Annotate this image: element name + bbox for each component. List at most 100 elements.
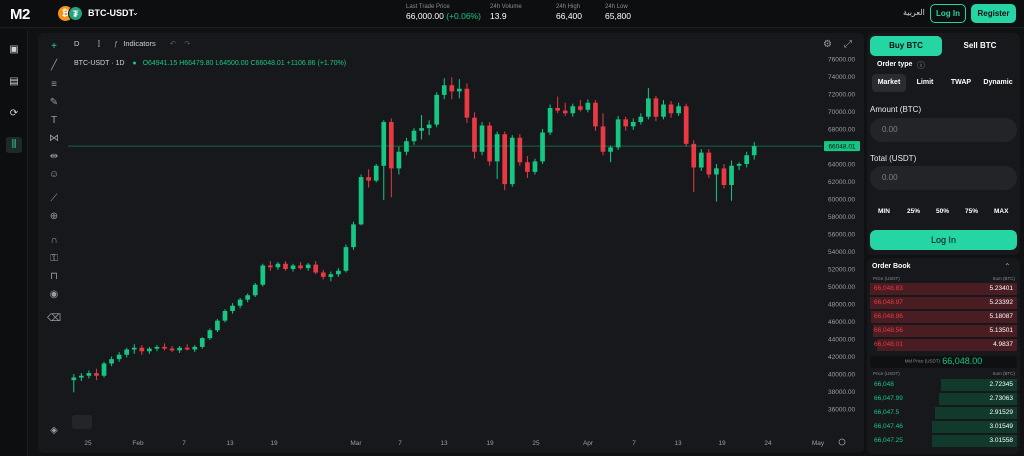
candle-body[interactable] bbox=[638, 116, 644, 122]
candle-body[interactable] bbox=[71, 377, 77, 381]
candle-body[interactable] bbox=[388, 122, 394, 169]
bid-row[interactable]: 66,048 2.72345 bbox=[870, 379, 1017, 391]
candle-body[interactable] bbox=[419, 128, 424, 131]
ask-row[interactable]: 66,048.97 5.23392 bbox=[870, 297, 1017, 309]
brand-logo[interactable]: M2 bbox=[10, 6, 30, 23]
candle-body[interactable] bbox=[396, 151, 402, 169]
ask-row[interactable]: 66,048.96 5.18087 bbox=[870, 311, 1017, 323]
candle-body[interactable] bbox=[540, 132, 545, 162]
candle-body[interactable] bbox=[547, 108, 553, 133]
timezone-icon[interactable] bbox=[838, 438, 846, 446]
candle-body[interactable] bbox=[101, 363, 107, 376]
candle-type-icon[interactable]: ⫿ bbox=[97, 39, 100, 48]
candle-body[interactable] bbox=[494, 134, 500, 162]
candle-body[interactable] bbox=[252, 284, 258, 296]
candle-body[interactable] bbox=[736, 164, 742, 166]
candle-body[interactable] bbox=[358, 177, 364, 225]
candle-body[interactable] bbox=[751, 146, 757, 156]
percent-50[interactable]: 50% bbox=[936, 208, 950, 215]
buy-tab[interactable]: Buy BTC bbox=[870, 36, 942, 56]
candle-body[interactable] bbox=[162, 346, 167, 349]
candle-body[interactable] bbox=[230, 305, 235, 311]
candle-body[interactable] bbox=[457, 88, 462, 92]
candle-body[interactable] bbox=[441, 85, 447, 95]
candle-body[interactable] bbox=[449, 85, 455, 92]
candle-body[interactable] bbox=[487, 125, 492, 162]
candle-body[interactable] bbox=[373, 165, 379, 181]
lock-drawings-icon[interactable]: ⚿ bbox=[50, 253, 58, 264]
candle-body[interactable] bbox=[139, 347, 145, 352]
order-type-dynamic[interactable]: Dynamic bbox=[983, 79, 1013, 86]
fullscreen-icon[interactable]: ⤢ bbox=[844, 39, 852, 50]
candle-body[interactable] bbox=[706, 152, 712, 175]
candle-body[interactable] bbox=[328, 274, 334, 277]
ask-row[interactable]: 66,048.56 5.13501 bbox=[870, 325, 1017, 337]
percent-max[interactable]: MAX bbox=[994, 208, 1009, 215]
order-type-limit[interactable]: Limit bbox=[916, 79, 934, 86]
candle-body[interactable] bbox=[366, 177, 371, 181]
candle-body[interactable] bbox=[154, 346, 160, 349]
candle-body[interactable] bbox=[714, 168, 719, 175]
candle-body[interactable] bbox=[404, 141, 409, 152]
candle-body[interactable] bbox=[343, 247, 349, 271]
pair-selector[interactable]: BTC-USDT bbox=[88, 8, 134, 18]
candle-body[interactable] bbox=[199, 338, 205, 347]
candle-body[interactable] bbox=[298, 265, 303, 269]
candle-body[interactable] bbox=[147, 348, 152, 352]
candle-body[interactable] bbox=[532, 161, 538, 172]
candle-body[interactable] bbox=[630, 122, 636, 127]
candle-body[interactable] bbox=[698, 152, 704, 168]
percent-min[interactable]: MIN bbox=[878, 208, 890, 215]
candle-body[interactable] bbox=[600, 126, 606, 152]
trade-chart-icon[interactable]: ⫼ bbox=[6, 137, 22, 153]
order-type-twap[interactable]: TWAP bbox=[950, 79, 972, 86]
candle-body[interactable] bbox=[177, 347, 182, 351]
percent-75[interactable]: 75% bbox=[965, 208, 979, 215]
ruler-icon[interactable]: ⟋ bbox=[50, 193, 58, 204]
candle-body[interactable] bbox=[464, 88, 470, 118]
candle-body[interactable] bbox=[744, 155, 750, 164]
trash-icon[interactable]: ⌫ bbox=[47, 313, 62, 324]
candle-body[interactable] bbox=[585, 102, 591, 110]
layers-icon[interactable]: ◈ bbox=[50, 425, 58, 436]
candle-body[interactable] bbox=[381, 122, 387, 166]
candle-body[interactable] bbox=[192, 346, 198, 350]
total-input[interactable]: 0.00 bbox=[870, 166, 1017, 190]
candle-body[interactable] bbox=[509, 137, 515, 185]
amount-input[interactable]: 0.00 bbox=[870, 118, 1017, 142]
candle-body[interactable] bbox=[275, 263, 281, 268]
candlestick-chart[interactable]: 76000.00 74000.00 72000.00 70000.00 68000.00… bbox=[38, 33, 864, 453]
orders-icon[interactable]: ▤ bbox=[9, 76, 19, 87]
candle-body[interactable] bbox=[124, 349, 130, 355]
candle-body[interactable] bbox=[260, 265, 266, 285]
candle-body[interactable] bbox=[268, 265, 273, 268]
candle-body[interactable] bbox=[426, 124, 432, 129]
chevron-down-icon[interactable]: ⌄ bbox=[132, 8, 139, 17]
candle-body[interactable] bbox=[94, 373, 99, 376]
candle-body[interactable] bbox=[691, 143, 697, 168]
candle-body[interactable] bbox=[215, 320, 220, 331]
candle-body[interactable] bbox=[653, 98, 659, 117]
order-type-market[interactable]: Market bbox=[872, 74, 906, 92]
candle-body[interactable] bbox=[290, 265, 296, 270]
undo-icon[interactable]: ↶ bbox=[169, 39, 177, 48]
candle-body[interactable] bbox=[615, 119, 621, 148]
ask-row[interactable]: 66,048.01 4.9837 bbox=[870, 339, 1017, 351]
candle-body[interactable] bbox=[646, 98, 651, 117]
candle-body[interactable] bbox=[555, 108, 560, 111]
candle-body[interactable] bbox=[283, 263, 288, 269]
register-button[interactable]: Register bbox=[971, 4, 1016, 23]
candle-body[interactable] bbox=[472, 117, 477, 152]
candle-body[interactable] bbox=[721, 168, 727, 185]
candle-body[interactable] bbox=[683, 106, 689, 144]
magnet-icon[interactable]: ∩ bbox=[50, 235, 58, 246]
candle-body[interactable] bbox=[676, 106, 681, 114]
candle-body[interactable] bbox=[517, 137, 523, 163]
language-switch[interactable]: العربية bbox=[903, 8, 925, 17]
fib-icon[interactable]: ≡ bbox=[51, 79, 57, 90]
candle-body[interactable] bbox=[729, 165, 734, 185]
candle-body[interactable] bbox=[502, 134, 508, 185]
candle-body[interactable] bbox=[78, 375, 84, 378]
candle-body[interactable] bbox=[434, 94, 440, 125]
candle-body[interactable] bbox=[661, 104, 666, 117]
